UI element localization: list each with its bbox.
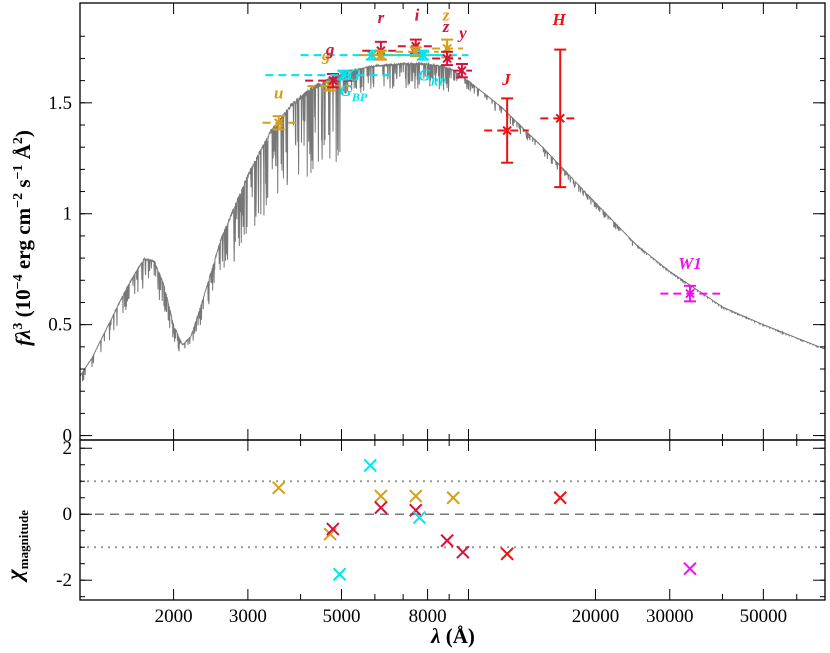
photometry-marker <box>274 118 284 128</box>
x-tick-label: 20000 <box>572 606 620 627</box>
band-label-GBP: GBP <box>340 81 368 104</box>
y-tick-label: 1 <box>63 204 73 225</box>
sed-y-axis-title: fλ3 (10−4 erg cm−2 s−1 Å2) <box>11 130 35 346</box>
label-base: G <box>340 81 353 100</box>
y-tick-label: 2 <box>63 438 73 459</box>
band-label-W1: W1 <box>678 254 702 273</box>
photometry-point-z <box>432 50 461 67</box>
residual-marker <box>456 545 470 559</box>
residual-marker <box>409 489 423 503</box>
photometry-point-G_RP <box>383 49 469 61</box>
photometry-marker <box>502 125 512 136</box>
residual-marker <box>683 561 697 576</box>
photometry-point-H <box>540 48 580 189</box>
label-sub: BP <box>351 90 368 104</box>
residual-marker <box>326 522 340 536</box>
band-label-g: g <box>325 40 335 59</box>
x-tick-label: 30000 <box>646 606 694 627</box>
band-label-g: g <box>321 46 331 65</box>
photometry-marker <box>555 113 565 124</box>
residual-marker <box>374 489 388 503</box>
residual-panel: 2000 3000 5000 8000 20000 30000 50000 -2 0 2 χmag… <box>2 438 826 648</box>
band-label-J: J <box>501 70 511 89</box>
y-tick-label: 1.5 <box>48 93 72 114</box>
residual-marker <box>272 481 286 495</box>
spectrum-line <box>80 61 825 382</box>
residual-marker <box>500 547 514 561</box>
x-tick-label: 2000 <box>155 606 193 627</box>
residual-marker <box>363 458 377 473</box>
band-label-y: y <box>457 23 467 42</box>
photometry-marker <box>442 53 452 64</box>
residual-marker <box>409 503 423 517</box>
x-tick-label: 50000 <box>740 606 788 627</box>
y-tick-label: -2 <box>56 570 72 591</box>
x-tick-label: 8000 <box>409 606 447 627</box>
photometry-marker <box>457 65 467 76</box>
residual-marker <box>374 500 388 515</box>
x-tick-label: 5000 <box>322 606 360 627</box>
y-tick-label: 0.5 <box>48 315 72 336</box>
photometry-marker <box>367 50 377 60</box>
photometry-marker <box>338 70 349 80</box>
residual-marker <box>553 491 567 505</box>
x-tick-label: 3000 <box>229 606 267 627</box>
band-label-GRP: GRP <box>418 66 446 89</box>
residual-y-axis-title: χmagnitude <box>2 510 31 583</box>
photometry-point-u <box>262 115 296 131</box>
x-axis-title: λ (Å) <box>430 624 475 648</box>
residual-reference-lines <box>80 480 825 549</box>
photometry-point-J <box>484 97 529 164</box>
residual-marker <box>440 533 454 548</box>
y-tick-label: 0 <box>63 504 73 525</box>
photometry-points <box>262 38 721 303</box>
band-label-r: r <box>378 8 385 27</box>
band-label-u: u <box>274 83 283 102</box>
residual-points <box>272 458 697 581</box>
photometry-point-g <box>305 72 356 89</box>
photometry-marker <box>685 288 695 299</box>
band-label-i: i <box>415 6 420 25</box>
residual-axes: 2000 3000 5000 8000 20000 30000 50000 -2 0 2 <box>56 438 826 627</box>
label-base: G <box>418 66 431 85</box>
photometry-marker <box>418 50 428 60</box>
plot-frame <box>79 2 826 441</box>
residual-marker <box>446 491 460 505</box>
photometry-point-y <box>453 63 473 79</box>
band-label-z: z <box>442 17 450 36</box>
photometry-marker <box>376 50 386 60</box>
residual-marker <box>332 567 347 581</box>
residual-marker <box>412 510 427 525</box>
band-label-z: z <box>442 6 450 25</box>
plot-frame <box>79 439 826 601</box>
photometry-point-G_BP <box>265 69 393 81</box>
photometry-point-r <box>358 49 404 61</box>
band-label-G: G <box>348 66 361 85</box>
photometry-point-W1 <box>660 284 721 303</box>
model-spectrum <box>80 61 825 382</box>
photometry-marker <box>328 75 338 86</box>
band-label-H: H <box>551 10 566 29</box>
label-sub: RP <box>429 75 446 89</box>
y-tick-label: 0 <box>63 426 73 447</box>
